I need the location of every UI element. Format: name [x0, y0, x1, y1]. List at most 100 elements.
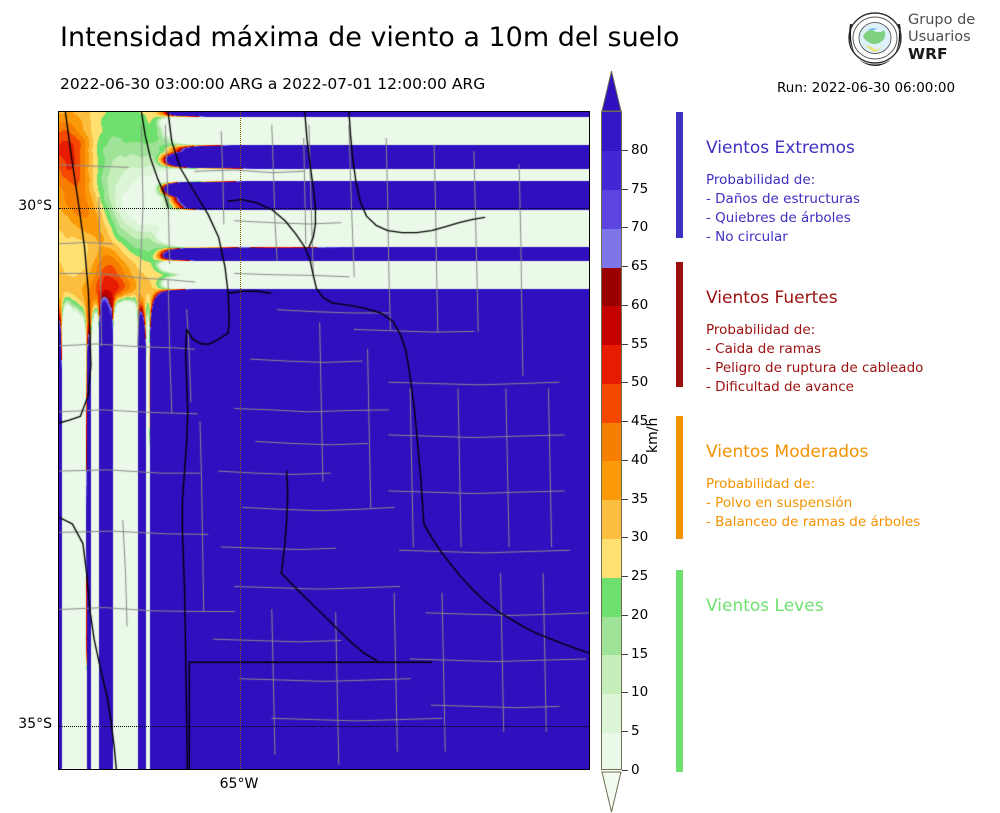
legend-item: Probabilidad de:	[706, 476, 816, 493]
legend-item: - Polvo en suspensión	[706, 495, 853, 512]
colorbar-tick-label: 5	[631, 723, 640, 740]
longitude-tick-label: 65°W	[219, 776, 259, 792]
colorbar-tick	[622, 537, 628, 539]
colorbar-tick	[622, 731, 628, 733]
colorbar-band	[602, 538, 621, 578]
colorbar[interactable]: 0 5 10 15 20 25 30 35 40 45 50 55 60 65 70 75 80 km/h	[601, 70, 661, 813]
page-title: Intensidad máxima de viento a 10m del su…	[60, 22, 680, 53]
legend-color-bar	[676, 261, 683, 387]
legend-section-title: Vientos Extremos	[706, 137, 855, 158]
colorbar-band	[602, 112, 621, 152]
globe-seal-icon	[848, 12, 902, 66]
colorbar-tick-label: 10	[631, 684, 649, 701]
colorbar-over-arrow	[601, 70, 622, 112]
legend-section-items: Probabilidad de: - Daños de estructuras - …	[706, 171, 860, 247]
colorbar-tick-label: 50	[631, 374, 649, 391]
legend-section-title: Vientos Leves	[706, 596, 824, 617]
latitude-tick-label: 35°S	[18, 715, 52, 732]
colorbar-band	[602, 460, 621, 501]
legend-item: - Balanceo de ramas de árboles	[706, 514, 921, 531]
colorbar-tick	[622, 692, 628, 694]
wind-category-legend: Vientos Extremos Probabilidad de: - Daños …	[672, 105, 1000, 777]
colorbar-tick	[622, 304, 628, 306]
colorbar-band	[602, 228, 621, 268]
valid-time-range: 2022-06-30 03:00:00 ARG a 2022-07-01 12:…	[60, 75, 486, 93]
colorbar-tick	[622, 653, 628, 655]
legend-item: - Dificultad de avance	[706, 378, 854, 395]
colorbar-tick-label: 35	[631, 490, 649, 507]
colorbar-band	[602, 732, 621, 769]
colorbar-tick-label: 75	[631, 180, 649, 197]
colorbar-tick	[622, 382, 628, 384]
wind-speed-field	[59, 112, 589, 769]
colorbar-tick	[622, 576, 628, 578]
colorbar-tick-label: 45	[631, 413, 649, 430]
colorbar-band	[602, 499, 621, 539]
legend-section: Vientos Leves	[706, 596, 824, 629]
legend-color-bar	[676, 111, 683, 239]
legend-item: - Quiebres de árboles	[706, 209, 851, 226]
colorbar-band	[602, 267, 621, 307]
latitude-gridline	[59, 207, 589, 209]
colorbar-band	[602, 422, 621, 462]
logo-line-2: Usuarios	[908, 29, 971, 45]
logo-line-3: WRF	[908, 45, 948, 63]
legend-section-items: Probabilidad de: - Caida de ramas - Peligr…	[706, 321, 923, 397]
colorbar-tick	[622, 498, 628, 500]
colorbar-band	[602, 577, 621, 617]
colorbar-tick	[622, 614, 628, 616]
colorbar-tick	[622, 459, 628, 461]
colorbar-tick-label: 65	[631, 258, 649, 275]
colorbar-tick	[622, 343, 628, 345]
legend-item: Probabilidad de:	[706, 321, 816, 338]
colorbar-band	[602, 305, 621, 346]
colorbar-bands	[601, 111, 622, 770]
model-run-label: Run: 2022-06-30 06:00:00	[777, 80, 956, 96]
legend-item: - Caida de ramas	[706, 340, 822, 357]
colorbar-band	[602, 693, 621, 733]
legend-item: - No circular	[706, 228, 788, 245]
colorbar-tick	[622, 421, 628, 423]
colorbar-tick	[622, 770, 628, 771]
colorbar-unit-label: km/h	[645, 417, 661, 453]
colorbar-band	[602, 615, 621, 656]
legend-section-title: Vientos Moderados	[706, 442, 869, 463]
colorbar-tick-label: 70	[631, 219, 649, 236]
legend-section: Vientos Extremos Probabilidad de: - Daños …	[706, 138, 860, 247]
colorbar-tick-label: 40	[631, 451, 649, 468]
legend-color-bar	[676, 416, 683, 540]
logo-line-1: Grupo de	[908, 12, 976, 28]
colorbar-tick-label: 15	[631, 645, 649, 662]
colorbar-tick	[622, 227, 628, 229]
colorbar-band	[602, 654, 621, 695]
colorbar-tick-label: 30	[631, 529, 649, 546]
colorbar-band	[602, 150, 621, 191]
legend-section-items: Probabilidad de: - Polvo en suspensión - B…	[706, 475, 920, 532]
colorbar-tick-label: 80	[631, 141, 649, 158]
colorbar-tick-label: 0	[631, 762, 640, 778]
legend-section: Vientos Moderados Probabilidad de: - Polvo…	[706, 442, 920, 532]
colorbar-tick-label: 20	[631, 606, 649, 623]
legend-section: Vientos Fuertes Probabilidad de: - Caida d…	[706, 288, 923, 397]
colorbar-tick	[622, 266, 628, 268]
colorbar-band	[602, 189, 621, 229]
colorbar-tick-label: 25	[631, 568, 649, 585]
colorbar-tick-label: 55	[631, 335, 649, 352]
colorbar-tick	[622, 149, 628, 151]
latitude-tick-label: 30°S	[18, 197, 52, 214]
longitude-gridline	[239, 112, 241, 769]
logo-text: Grupo de Usuarios WRF	[908, 12, 975, 63]
weather-map[interactable]	[58, 111, 590, 770]
latitude-gridline	[59, 725, 589, 727]
colorbar-tick	[622, 188, 628, 190]
legend-item: - Peligro de ruptura de cableado	[706, 359, 924, 376]
colorbar-band	[602, 383, 621, 423]
colorbar-tick-label: 60	[631, 296, 649, 313]
colorbar-under-arrow	[601, 771, 622, 813]
legend-item: Probabilidad de:	[706, 171, 816, 188]
legend-item: - Daños de estructuras	[706, 190, 861, 207]
colorbar-band	[602, 344, 621, 384]
legend-color-bar	[676, 570, 683, 772]
legend-section-title: Vientos Fuertes	[706, 287, 838, 308]
